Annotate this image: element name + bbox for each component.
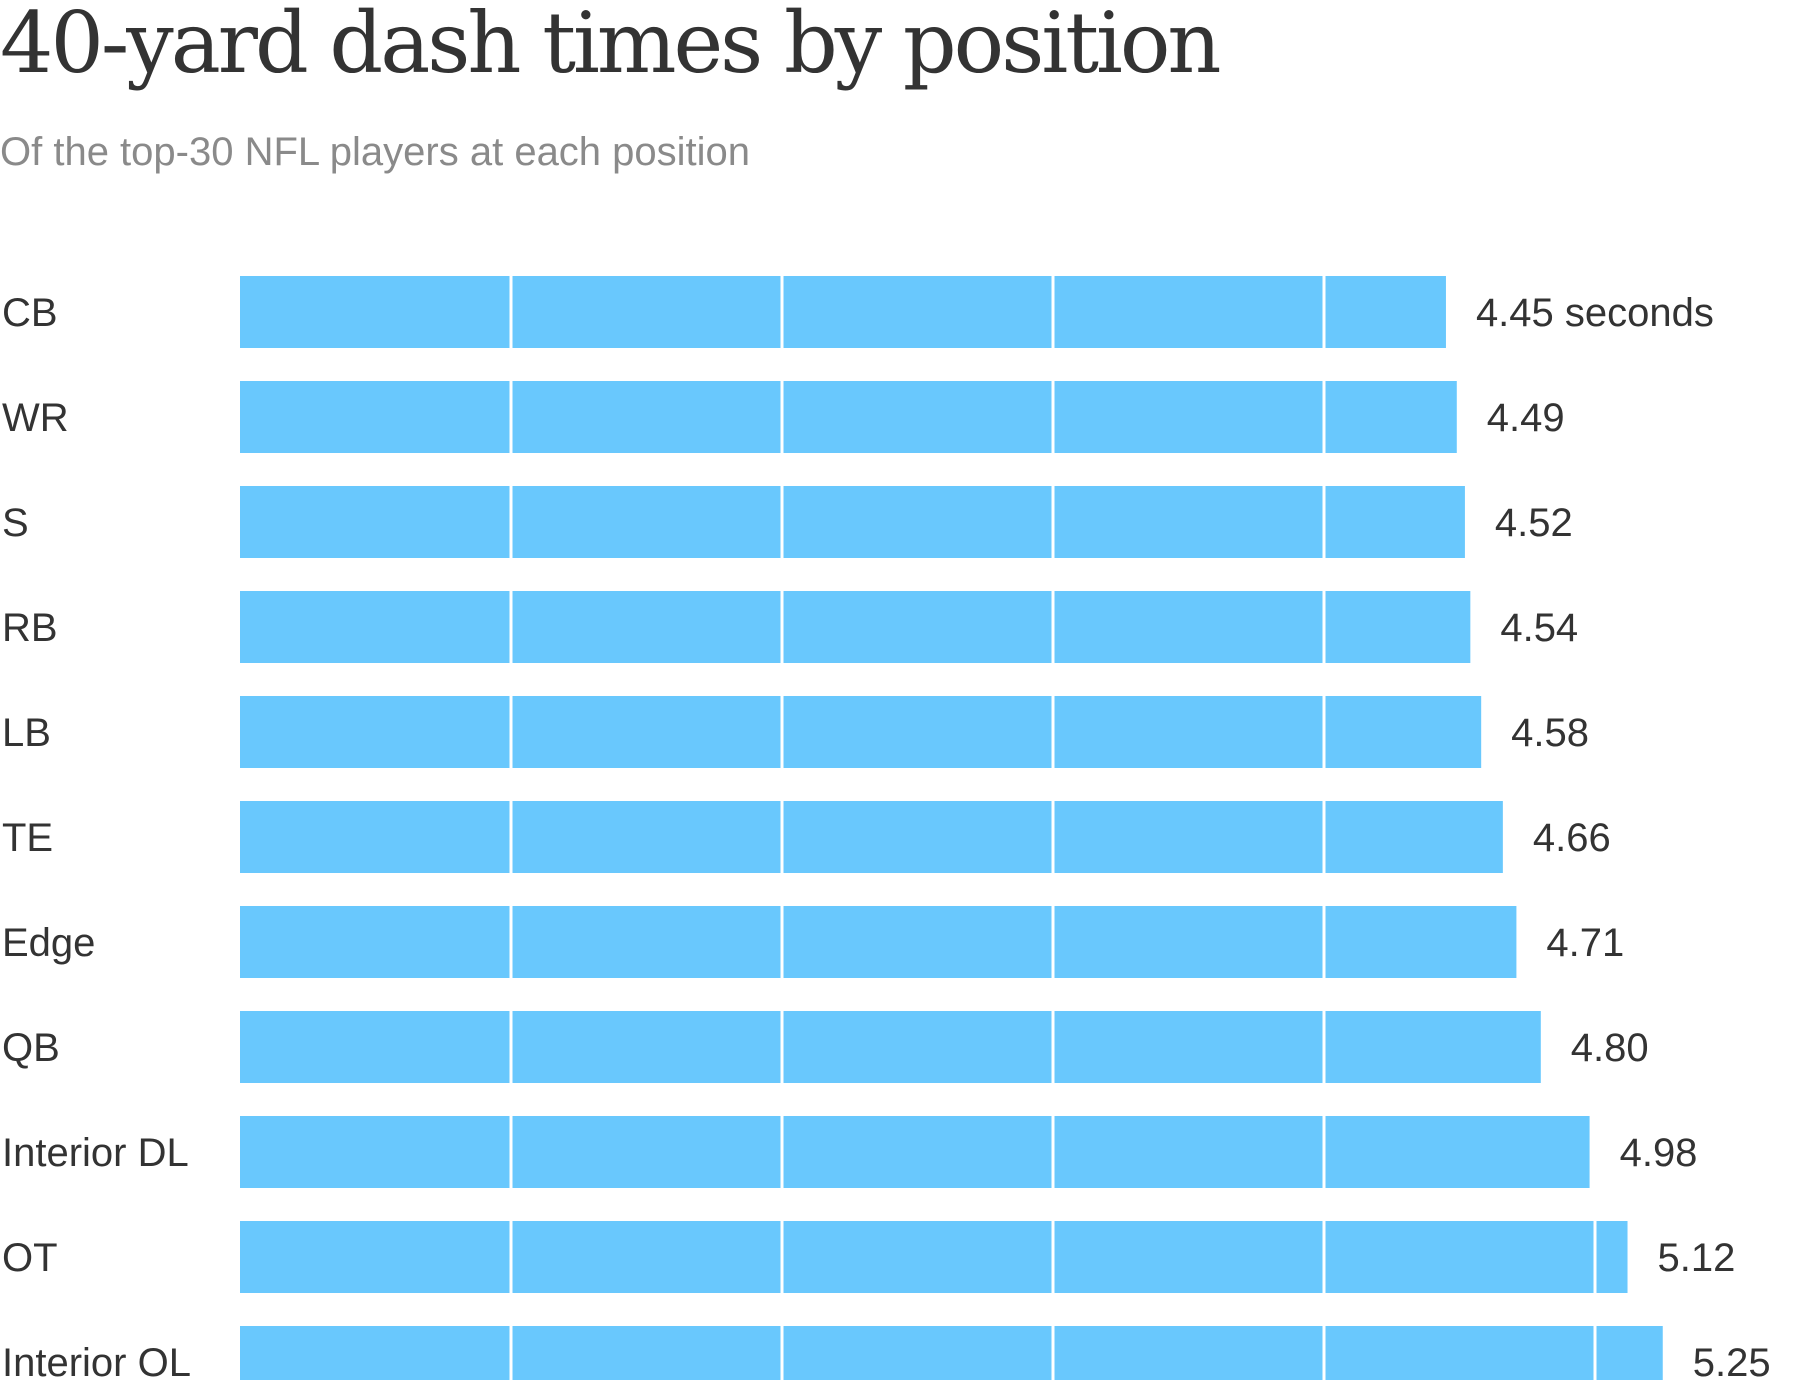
bar-rb [240, 591, 1471, 663]
category-label-edge: Edge [2, 921, 95, 965]
category-label-rb: RB [2, 606, 58, 650]
value-label-qb: 4.80 [1571, 1026, 1649, 1070]
category-label-interior-dl: Interior DL [2, 1131, 189, 1175]
category-label-s: S [2, 501, 29, 545]
value-label-edge: 4.71 [1546, 921, 1624, 965]
category-label-interior-ol: Interior OL [2, 1341, 191, 1380]
category-label-lb: LB [2, 711, 51, 755]
bar-qb [240, 1011, 1541, 1083]
category-label-qb: QB [2, 1026, 60, 1070]
labels-layer: CB 4.45 seconds WR 4.49 S 4.52 RB 4.54 LB 4.58 TE 4… [2, 291, 1771, 1380]
category-label-te: TE [2, 816, 53, 860]
bar-te [240, 801, 1503, 873]
bar-s [240, 486, 1465, 558]
value-label-wr: 4.49 [1487, 396, 1565, 440]
bar-ot [240, 1221, 1628, 1293]
bar-lb [240, 696, 1482, 768]
value-label-lb: 4.58 [1511, 711, 1589, 755]
value-label-interior-ol: 5.25 [1693, 1341, 1771, 1380]
value-label-interior-dl: 4.98 [1620, 1131, 1698, 1175]
value-label-te: 4.66 [1533, 816, 1611, 860]
value-label-s: 4.52 [1495, 501, 1573, 545]
value-label-cb: 4.45 seconds [1476, 291, 1714, 335]
gridlines-layer [509, 276, 1597, 1380]
bar-wr [240, 381, 1457, 453]
bar-interior-dl [240, 1116, 1590, 1188]
chart-title: 40-yard dash times by position [0, 0, 1222, 92]
category-label-cb: CB [2, 291, 58, 335]
bar-edge [240, 906, 1517, 978]
bar-cb [240, 276, 1446, 348]
category-label-wr: WR [2, 396, 69, 440]
chart-subtitle: Of the top-30 NFL players at each positi… [0, 130, 751, 174]
category-label-ot: OT [2, 1236, 58, 1280]
bars-layer [240, 276, 1663, 1380]
value-label-ot: 5.12 [1658, 1236, 1736, 1280]
value-label-rb: 4.54 [1500, 606, 1578, 650]
bar-interior-ol [240, 1326, 1663, 1380]
